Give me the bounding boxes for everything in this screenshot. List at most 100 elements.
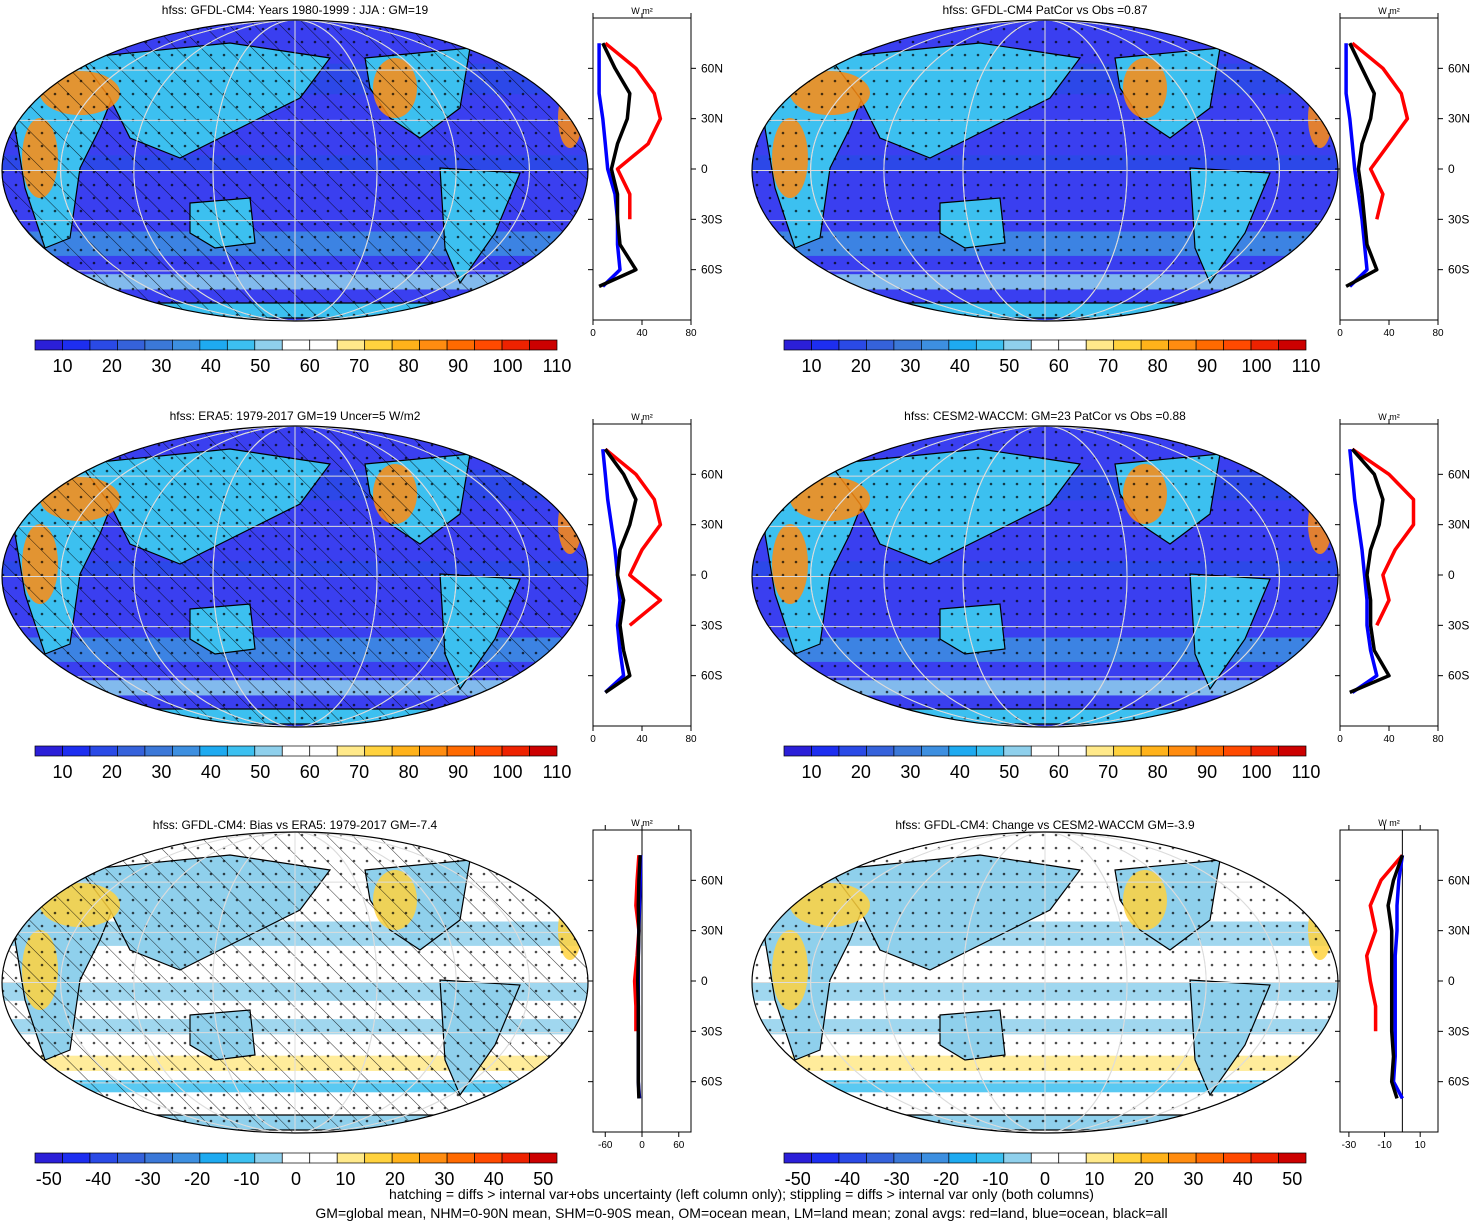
colorbar-tick-label: 60 [1049,762,1069,782]
colorbar-swatch [391,1152,420,1164]
colorbar: 10 20 30 40 50 60 70 80 90 100 110 [34,745,572,782]
graticule [752,832,1338,1133]
colorbar: 10 20 30 40 50 60 70 80 90 100 110 [783,745,1320,782]
colorbar-swatch [254,745,283,757]
zonal-line-land [604,41,663,220]
panel-title: hfss: ERA5: 1979-2017 GM=19 Uncer=5 W/m2 [170,409,421,423]
colorbar-tick-label: 50 [533,1169,553,1189]
colorbar-swatch [1030,1152,1060,1164]
colorbar-swatch [811,745,840,757]
colorbar-swatch [783,1152,812,1164]
colorbar-swatch [529,339,558,351]
colorbar-swatch [281,339,311,351]
colorbar-swatch [948,339,977,351]
colorbar-swatch [921,1152,950,1164]
colorbar-tick-label: 10 [1084,1169,1104,1189]
map-border [751,831,1339,1134]
zonal-lat-label: 0 [1448,974,1455,988]
colorbar-swatch [172,745,201,757]
zonal-lat-label: 0 [1448,568,1455,582]
colorbar-swatch [226,745,256,757]
colorbar-swatch [893,1152,922,1164]
colorbar-tick-label: 30 [151,762,171,782]
graticule [2,832,588,1133]
colorbar-tick-label: 50 [250,762,270,782]
colorbar-tick-label: 80 [399,762,419,782]
colorbar-swatch [1058,745,1087,757]
zonal-xtick-label: 0 [590,328,596,339]
colorbar-tick-label: 30 [434,1169,454,1189]
colorbar-tick-label: 70 [1098,356,1118,376]
zonal-lat-label: 0 [701,568,708,582]
zonal-line-ocean [597,43,622,288]
colorbar-swatch [1140,339,1169,351]
zonal-xtick-label: 80 [685,328,697,339]
colorbar-tick-label: 60 [300,356,320,376]
colorbar-swatch [364,745,393,757]
colorbar-swatch [921,339,950,351]
map-border [1,425,589,728]
colorbar-swatch [117,339,146,351]
colorbar-tick-label: -40 [85,1169,111,1189]
colorbar-swatch [921,745,950,757]
colorbar-swatch [336,745,366,757]
colorbar: -50 -40 -30 -20 -10 0 10 20 30 40 50 [783,1152,1307,1189]
colorbar-swatch [62,1152,91,1164]
zonal-frame [592,423,692,727]
colorbar-swatch [811,1152,840,1164]
colorbar-tick-label: -50 [785,1169,811,1189]
map [2,426,588,727]
colorbar-tick-label: 10 [335,1169,355,1189]
colorbar-tick-label: 20 [1134,1169,1154,1189]
colorbar-swatch [975,1152,1005,1164]
colorbar-tick-label: 60 [300,762,320,782]
colorbar-tick-label: -30 [135,1169,161,1189]
panel-2: hfss: GFDL-CM4 PatCor vs Obs =0.87 10 20 30… [751,3,1470,376]
zonal-lat-label: 30S [1448,618,1469,632]
zonal-lat-label: 60S [701,669,722,683]
colorbar-swatch [419,339,448,351]
colorbar-tick-label: 90 [448,762,468,782]
colorbar-tick-label: 40 [201,762,221,782]
colorbar-swatch [419,745,448,757]
colorbar-swatch [144,1152,173,1164]
colorbar-tick-label: 40 [950,356,970,376]
zonal-lat-label: 30N [701,518,723,532]
colorbar-swatch [893,339,922,351]
zonal-xtick-label: 40 [1383,328,1395,339]
colorbar-swatch [254,339,283,351]
panel-3: hfss: ERA5: 1979-2017 GM=19 Uncer=5 W/m2… [1,409,723,782]
panel-title: hfss: GFDL-CM4: Years 1980-1999 : JJA : … [162,3,429,17]
colorbar-tick-label: 50 [250,356,270,376]
zonal-xtick-label: 80 [1432,328,1444,339]
colorbar-swatch [391,745,420,757]
colorbar-tick-label: 50 [999,356,1019,376]
zonal-line-all [1345,42,1379,288]
colorbar-swatch [1195,1152,1224,1164]
zonal-frame [1339,829,1439,1133]
colorbar-swatch [1113,745,1142,757]
zonal-xtick-label: 80 [685,734,697,745]
zonal-unit-label: W m² [1378,818,1400,828]
colorbar-tick-label: 40 [1233,1169,1253,1189]
colorbar-swatch [1168,745,1197,757]
graticule [2,20,588,321]
map-border [1,19,589,322]
colorbar-tick-label: 70 [1098,762,1118,782]
zonal-xtick-label: -30 [1342,1140,1357,1151]
colorbar-tick-label: 90 [448,356,468,376]
zonal-xtick-label: 0 [1337,328,1343,339]
colorbar-tick-label: 110 [543,762,572,782]
colorbar-swatch [89,339,118,351]
colorbar-swatch [1278,339,1307,351]
colorbar-tick-label: 20 [385,1169,405,1189]
colorbar-swatch [309,1152,338,1164]
colorbar: 10 20 30 40 50 60 70 80 90 100 110 [783,339,1321,376]
colorbar-swatch [501,1152,530,1164]
zonal-mean-plot: W m² 0 40 80 60N 30N 0 30S 60S [1335,6,1470,339]
zonal-lat-label: 30S [1448,212,1469,226]
colorbar-tick-label: 110 [1292,356,1321,376]
colorbar-tick-label: 30 [900,762,920,782]
zonal-lat-label: 60S [1448,263,1469,277]
colorbar-swatch [1278,1152,1307,1164]
